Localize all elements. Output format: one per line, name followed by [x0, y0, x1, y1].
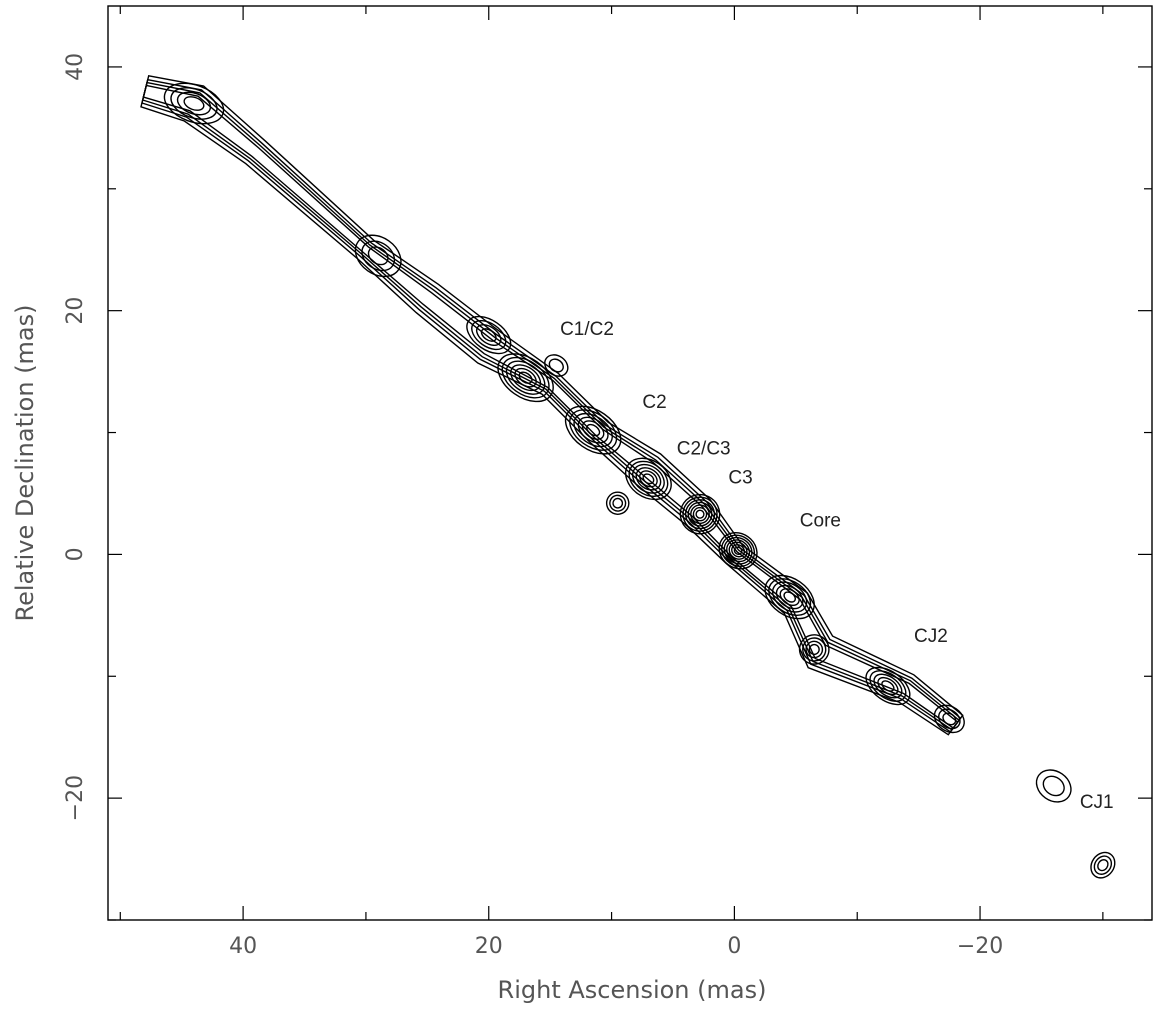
component-contour	[808, 643, 820, 656]
component-label: Core	[800, 510, 841, 531]
component-contour	[687, 501, 713, 527]
component-contour	[480, 328, 497, 342]
component-contour	[475, 324, 502, 346]
component-contour	[518, 371, 533, 384]
component-contour	[783, 591, 796, 603]
component-contour	[361, 240, 396, 272]
y-tick-label: 20	[63, 297, 88, 325]
component-label: C3	[728, 468, 752, 489]
component-contour	[690, 504, 710, 525]
component-contour	[802, 637, 827, 662]
x-tick-label: 0	[727, 934, 741, 959]
component-contour	[632, 463, 665, 494]
x-tick-label: 20	[475, 934, 503, 959]
component-contour	[1035, 769, 1072, 803]
component-contour	[805, 640, 824, 659]
component-contour	[586, 423, 601, 437]
component-labels: C1/C2 C2 C2/C3 C3 Core CJ2 CJ1	[560, 319, 1114, 813]
y-tick-label: 0	[63, 547, 88, 561]
component-contour	[933, 704, 965, 734]
jet-contour	[141, 78, 962, 733]
tick-labels: 40 20 0 −20 40 20 0 −20	[63, 53, 1003, 959]
component-contour	[865, 666, 911, 706]
component-contour	[1093, 855, 1113, 875]
component-label: C2	[642, 392, 666, 413]
component-contour	[768, 578, 812, 617]
plot-frame	[107, 5, 1153, 921]
component-contour	[544, 354, 569, 377]
component-contour	[728, 541, 748, 560]
component-contour	[569, 409, 618, 451]
component-contour	[881, 680, 895, 692]
component-contour	[692, 506, 708, 522]
component-contour	[367, 246, 389, 266]
component-contour	[497, 353, 554, 403]
component-contour	[612, 497, 624, 509]
component-contour	[548, 358, 564, 373]
component-contour	[1042, 775, 1065, 797]
component-contour	[514, 367, 537, 388]
component-contour	[501, 356, 550, 399]
component-contour	[684, 499, 716, 530]
component-contour	[764, 574, 815, 620]
jet-contour	[141, 81, 960, 731]
x-axis-label: Right Ascension (mas)	[498, 976, 767, 1004]
component-contour	[163, 82, 225, 125]
component-contour	[726, 539, 751, 563]
component-contour	[869, 670, 907, 702]
component-contour	[877, 676, 899, 696]
tick-marks	[108, 6, 1152, 921]
component-label: C1/C2	[560, 319, 614, 340]
component-label: C2/C3	[677, 438, 731, 459]
component-contour	[695, 509, 705, 519]
contour-lines	[140, 74, 1116, 879]
component-contour	[731, 544, 746, 558]
component-contour	[718, 532, 758, 570]
component-contour	[721, 534, 756, 568]
component-contour	[170, 87, 218, 120]
component-contour	[798, 634, 830, 665]
component-contour	[573, 412, 613, 448]
component-contour	[779, 588, 800, 607]
component-contour	[564, 405, 622, 455]
component-contour	[354, 234, 402, 278]
y-tick-label: 40	[63, 53, 88, 81]
component-contour	[577, 416, 609, 444]
component-contour	[176, 91, 212, 116]
component-contour	[723, 536, 753, 565]
component-label: CJ2	[914, 626, 948, 647]
component-contour	[625, 457, 672, 501]
component-contour	[505, 360, 546, 395]
component-contour	[733, 546, 743, 556]
component-contour	[1097, 859, 1109, 872]
component-contour	[471, 319, 507, 351]
component-contour	[466, 315, 512, 355]
x-tick-label: −20	[957, 934, 1003, 959]
component-contour	[628, 460, 669, 497]
component-contour	[682, 496, 718, 532]
component-contour	[679, 493, 721, 535]
component-contour	[1090, 851, 1116, 879]
component-contour	[775, 584, 804, 610]
y-tick-label: −20	[63, 775, 88, 821]
component-label: CJ1	[1080, 792, 1114, 813]
component-contour	[510, 364, 542, 392]
x-tick-label: 40	[229, 934, 257, 959]
component-contour	[609, 494, 627, 512]
jet-contour	[142, 84, 959, 729]
component-contour	[639, 470, 658, 488]
component-contour	[942, 712, 957, 726]
component-contour	[772, 581, 808, 613]
component-contour	[605, 491, 630, 515]
component-contour	[183, 96, 205, 111]
y-axis-label: Relative Declination (mas)	[11, 304, 39, 621]
component-contour	[873, 673, 903, 699]
component-contour	[581, 420, 605, 440]
component-contour	[642, 473, 655, 485]
component-contour	[635, 467, 662, 491]
component-contour	[938, 708, 961, 730]
